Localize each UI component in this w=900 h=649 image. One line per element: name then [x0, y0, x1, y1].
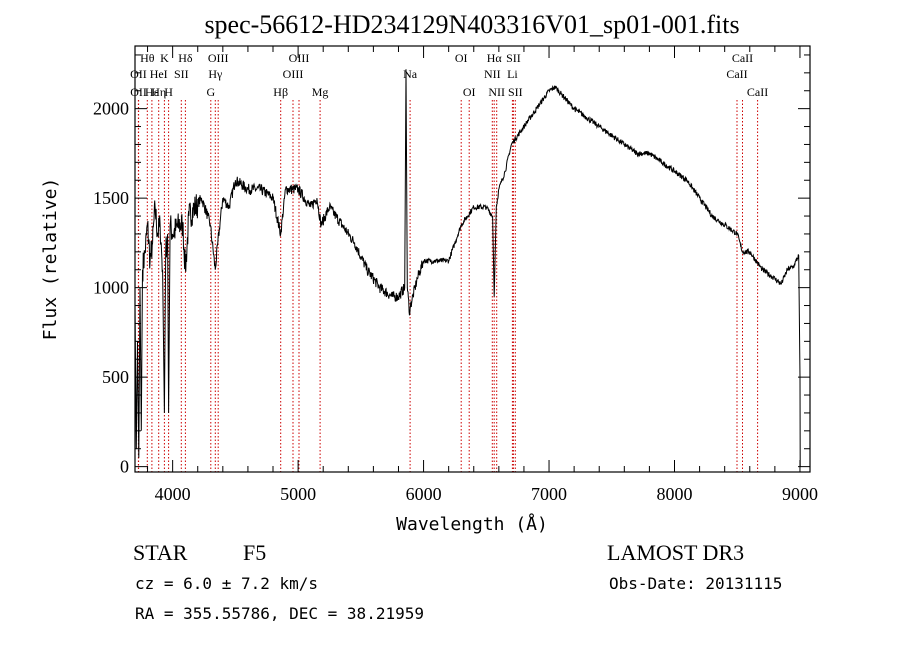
- line-label: H: [164, 85, 173, 99]
- observation-date: Obs-Date: 20131115: [609, 574, 783, 593]
- y-tick-label: 500: [102, 367, 129, 387]
- line-label: SII: [508, 85, 523, 99]
- line-label: OIII: [208, 51, 229, 65]
- line-label: NII: [488, 85, 505, 99]
- line-label: OII: [130, 67, 147, 81]
- y-axis-label: Flux (relative): [40, 178, 61, 341]
- line-label: Hβ: [273, 85, 288, 99]
- x-tick-label: 8000: [656, 484, 692, 504]
- line-label: Hδ: [178, 51, 193, 65]
- line-label: SII: [506, 51, 521, 65]
- y-tick-label: 2000: [93, 99, 129, 119]
- y-tick-label: 1500: [93, 188, 129, 208]
- x-tick-label: 4000: [155, 484, 191, 504]
- line-label: Li: [507, 67, 518, 81]
- survey-name: LAMOST DR3: [607, 540, 745, 565]
- line-label: K: [160, 51, 169, 65]
- y-tick-label: 1000: [93, 278, 129, 298]
- spectrum-line: [134, 69, 801, 467]
- y-tick-label: 0: [120, 457, 129, 477]
- x-tick-label: 9000: [782, 484, 818, 504]
- line-label: CaII: [732, 51, 753, 65]
- line-label: Hε: [145, 85, 159, 99]
- marker-lines: [137, 100, 759, 472]
- line-label: Hη: [151, 85, 166, 99]
- line-label: Hθ: [140, 51, 155, 65]
- line-label: OIII: [283, 67, 304, 81]
- line-label: G: [206, 85, 215, 99]
- x-tick-label: 6000: [406, 484, 442, 504]
- line-label: Na: [403, 67, 418, 81]
- coordinates: RA = 355.55786, DEC = 38.21959: [135, 604, 424, 623]
- line-label: SII: [174, 67, 189, 81]
- object-class: STAR: [133, 540, 188, 565]
- y-axis-ticks: 0 500 1000 1500 2000: [93, 54, 810, 477]
- x-axis-label: Wavelength (Å): [396, 513, 548, 535]
- line-label: HeI: [150, 67, 168, 81]
- line-label: CaII: [726, 67, 747, 81]
- object-subclass: F5: [243, 540, 267, 565]
- line-label: OIII: [289, 51, 310, 65]
- line-label: OI: [455, 51, 468, 65]
- line-label: Hα: [487, 51, 503, 65]
- x-axis-ticks: 4000 5000 6000 7000 8000 9000: [147, 46, 818, 504]
- redshift-value: cz = 6.0 ± 7.2 km/s: [135, 574, 319, 593]
- chart-title: spec-56612-HD234129N403316V01_sp01-001.f…: [204, 10, 739, 39]
- line-label: Hγ: [208, 67, 223, 81]
- plot-frame: [134, 45, 811, 473]
- line-label: NII: [484, 67, 501, 81]
- line-label: Mg: [312, 85, 329, 99]
- x-tick-label: 5000: [280, 484, 316, 504]
- line-label: CaII: [747, 85, 768, 99]
- x-tick-label: 7000: [531, 484, 567, 504]
- line-label: OI: [463, 85, 476, 99]
